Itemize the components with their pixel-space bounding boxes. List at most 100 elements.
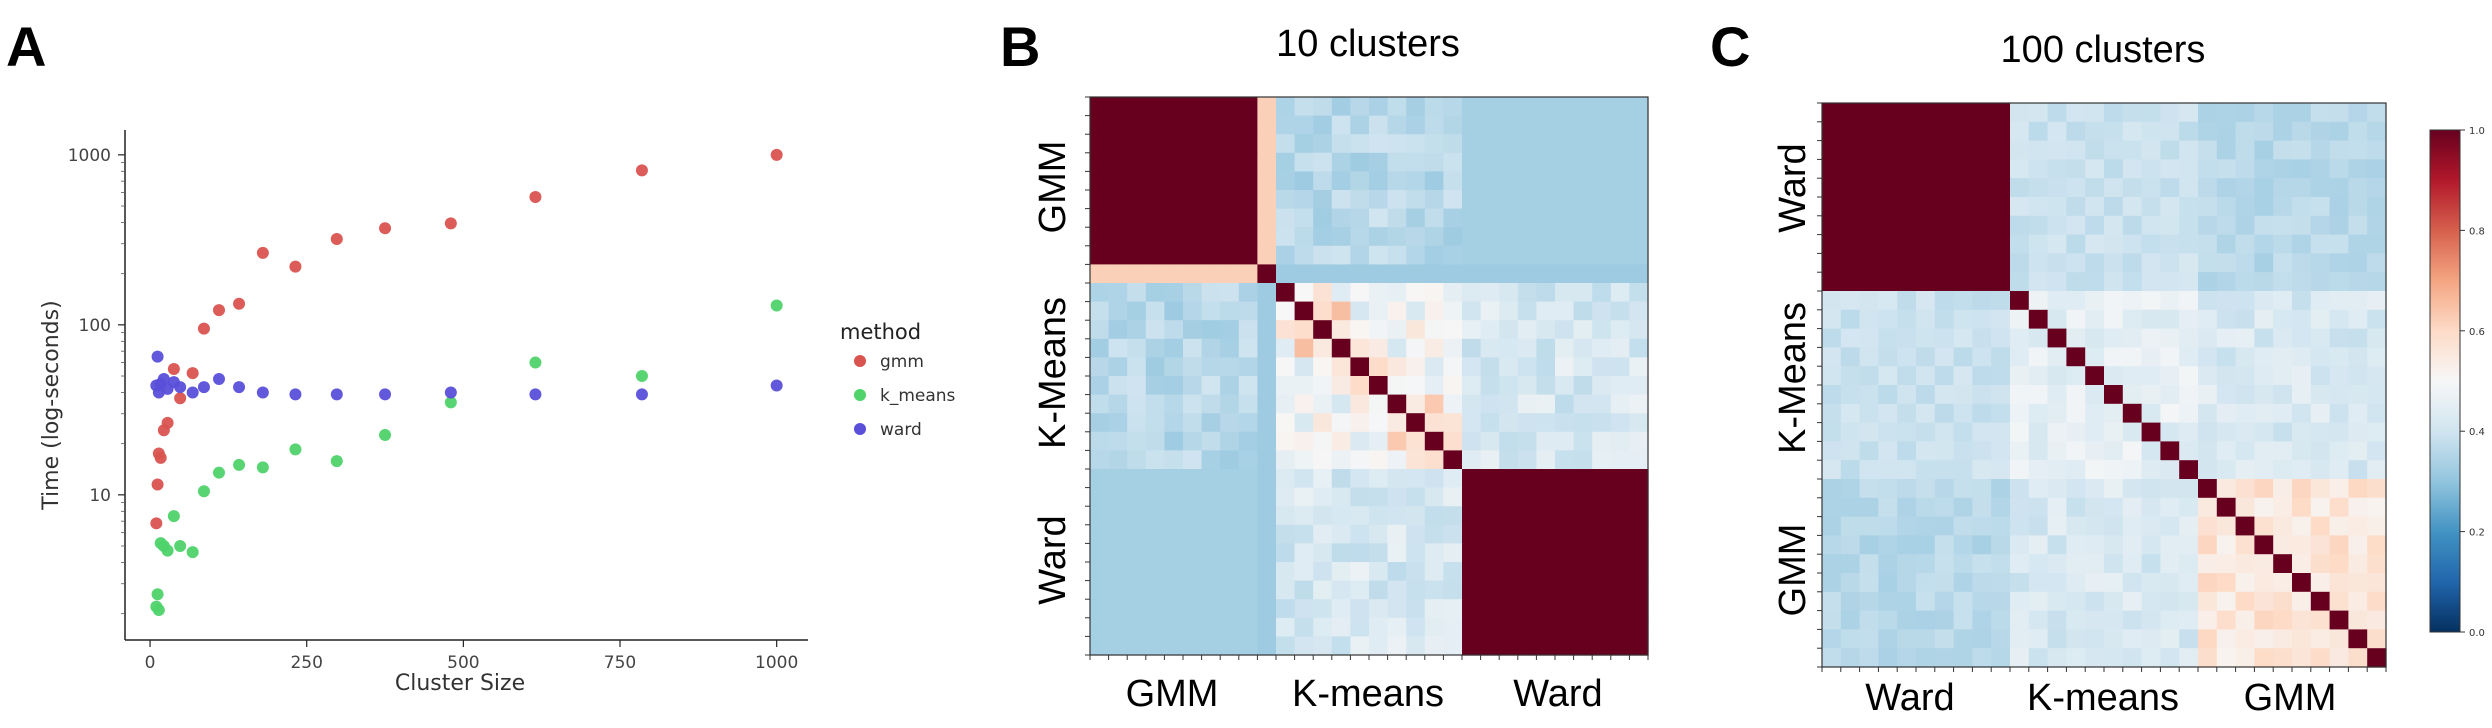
heatmap-b-cell — [1238, 450, 1258, 470]
heatmap-c-cell — [2028, 479, 2049, 499]
heatmap-b-cell — [1573, 376, 1593, 396]
heatmap-b-cell — [1350, 208, 1370, 228]
heatmap-c-cell — [1972, 479, 1992, 499]
heatmap-c-cell — [2160, 554, 2180, 574]
heatmap-b-cell — [1294, 134, 1314, 154]
heatmap-b-cell — [1517, 115, 1537, 135]
heatmap-b-cell — [1573, 580, 1593, 600]
point-gmm — [174, 392, 187, 405]
heatmap-b-cell — [1164, 580, 1184, 600]
heatmap-b-cell — [1257, 580, 1277, 600]
heatmap-c-cell — [1972, 535, 1992, 555]
heatmap-c-cell — [2348, 497, 2368, 518]
heatmap-c-cell — [1859, 497, 1879, 518]
heatmap-b-cell — [1183, 580, 1203, 600]
heatmap-c-cell — [1878, 197, 1898, 217]
heatmap-b-cell — [1313, 413, 1333, 433]
heatmap-c-cell — [1934, 197, 1955, 217]
heatmap-c-cell — [2028, 497, 2049, 518]
heatmap-c-cell — [2085, 121, 2105, 142]
heatmap-c-cell — [1840, 178, 1861, 198]
colorbar-tick-label: 0.2 — [2469, 528, 2485, 539]
heatmap-b-cell — [1443, 357, 1463, 377]
heatmap-b-cell — [1127, 115, 1147, 135]
heatmap-c-cell — [2216, 554, 2237, 574]
heatmap-b-cell — [1406, 506, 1426, 526]
heatmap-c-cell — [1972, 121, 1992, 142]
heatmap-b-cell — [1536, 264, 1556, 284]
heatmap-b-cell — [1573, 543, 1593, 563]
heatmap-b-cell — [1238, 264, 1258, 284]
heatmap-c-cell — [1934, 591, 1955, 612]
heatmap-b-cell — [1629, 357, 1649, 377]
heatmap-b-cell — [1183, 115, 1203, 135]
heatmap-c-cell — [1916, 610, 1936, 630]
heatmap-c-cell — [2198, 460, 2218, 480]
heatmap-b-cell — [1592, 357, 1612, 377]
heatmap-c-cell — [2367, 347, 2387, 367]
heatmap-b-cell — [1257, 245, 1277, 265]
heatmap-b-cell — [1387, 599, 1407, 619]
heatmap-c-cell — [2104, 497, 2124, 518]
heatmap-b-cell — [1610, 394, 1630, 414]
heatmap-b-cell — [1276, 245, 1296, 265]
heatmap-b-cell — [1108, 283, 1128, 303]
heatmap-c-cell — [2179, 441, 2199, 461]
heatmap-b-cell — [1573, 487, 1593, 507]
heatmap-b-cell — [1443, 580, 1463, 600]
heatmap-b-cell — [1313, 469, 1333, 489]
heatmap-c-cell — [2179, 460, 2199, 480]
heatmap-c-cell — [2085, 629, 2105, 649]
heatmap-c-cell — [1991, 215, 2011, 236]
heatmap-c-cell — [2104, 422, 2124, 442]
heatmap-c-cell — [2292, 629, 2312, 649]
heatmap-b-cell — [1629, 320, 1649, 340]
heatmap-b-cell — [1462, 190, 1482, 210]
heatmap-b-cell — [1238, 152, 1258, 172]
heatmap-c-cell — [1859, 328, 1879, 348]
heatmap-b-cell — [1350, 376, 1370, 396]
heatmap-c-cell — [2292, 403, 2312, 424]
heatmap-b-cell — [1313, 264, 1333, 284]
heatmap-b-cell — [1350, 580, 1370, 600]
heatmap-b-cell — [1387, 357, 1407, 377]
heatmap-c-cell — [2329, 497, 2349, 518]
point-ward — [233, 381, 246, 394]
heatmap-c-cell — [2104, 234, 2124, 254]
point-ward — [197, 381, 210, 394]
heatmap-b-cell — [1238, 543, 1258, 563]
heatmap-c-cell — [1953, 385, 1973, 405]
heatmap-b-cell — [1443, 431, 1463, 451]
heatmap-c-cell — [2028, 610, 2049, 630]
heatmap-b-cell — [1592, 264, 1612, 284]
heatmap-b-cell — [1294, 450, 1314, 470]
heatmap-c-cell — [2047, 535, 2067, 555]
heatmap-b-cell — [1610, 97, 1630, 117]
heatmap-b-cell — [1573, 320, 1593, 340]
heatmap-b-cell — [1536, 487, 1556, 507]
heatmap-b-cell — [1090, 506, 1110, 526]
heatmap-c-cell — [1897, 479, 1917, 499]
heatmap-c-cell — [2367, 253, 2387, 273]
heatmap-c-cell — [2047, 197, 2067, 217]
heatmap-c-cell — [2122, 516, 2143, 536]
heatmap-b-cell — [1238, 376, 1258, 396]
heatmap-b-ylabel-kmeans: K-Means — [1032, 297, 1074, 449]
heatmap-c-cell — [2348, 103, 2368, 123]
heatmap-c-cell — [1878, 648, 1898, 668]
heatmap-c-cell — [2066, 591, 2086, 612]
heatmap-b-cell — [1108, 617, 1128, 637]
heatmap-b-cell — [1145, 506, 1165, 526]
heatmap-b-cell — [1238, 97, 1258, 117]
heatmap-b-cell — [1145, 208, 1165, 228]
heatmap-b-cell — [1220, 152, 1240, 172]
heatmap-c-cell — [2066, 272, 2086, 292]
heatmap-b-cell — [1424, 115, 1444, 135]
heatmap-c-cell — [1916, 535, 1936, 555]
heatmap-c-cell — [1859, 648, 1879, 668]
heatmap-b-cell — [1350, 283, 1370, 303]
heatmap-b-cell — [1517, 190, 1537, 210]
heatmap-c-cell — [2141, 140, 2161, 160]
heatmap-c-cell — [1934, 103, 1955, 123]
